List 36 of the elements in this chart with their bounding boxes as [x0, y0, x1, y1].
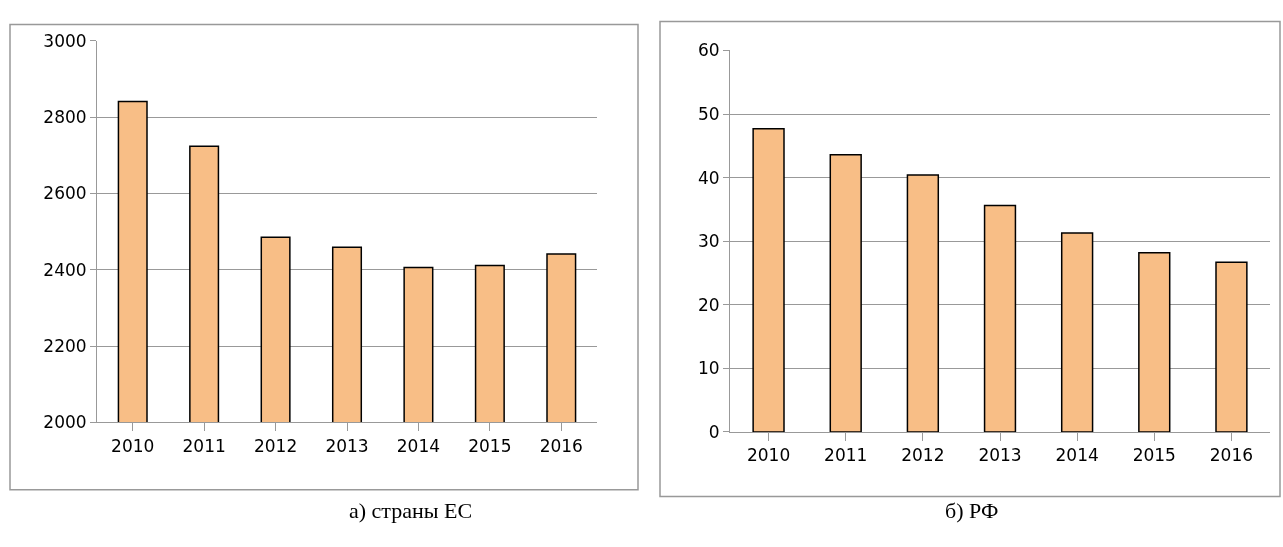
y-tick-label: 2400	[43, 259, 87, 280]
bar	[906, 174, 940, 432]
y-tick-label: 2600	[43, 183, 87, 204]
y-tick-label: 40	[697, 167, 720, 188]
x-tick-label: 2014	[1055, 445, 1099, 466]
y-tick-label: 30	[697, 231, 720, 252]
y-tick-label: 3000	[43, 30, 87, 51]
y-tick-label: 2800	[43, 107, 87, 128]
x-tick-label: 2012	[901, 445, 945, 466]
x-tick-label: 2015	[1132, 445, 1176, 466]
x-tick-label: 2016	[1209, 445, 1254, 466]
x-tick-label: 2014	[396, 435, 441, 456]
x-tick-label: 2011	[824, 445, 868, 466]
x-tick-label: 2013	[325, 435, 369, 456]
x-tick-label: 2011	[182, 435, 226, 456]
y-tick-label: 60	[697, 40, 720, 61]
text: б) РФ	[945, 498, 999, 523]
x-tick-label: 2010	[111, 435, 155, 456]
x-tick-label: 2016	[539, 435, 583, 456]
y-tick-label: 2000	[43, 412, 87, 433]
bar	[1060, 232, 1094, 432]
bar	[829, 153, 862, 432]
bar	[752, 127, 785, 432]
bar	[1138, 251, 1171, 432]
y-tick-label: 2200	[43, 336, 87, 356]
y-tick-label: 20	[697, 294, 720, 315]
y-tick-label: 0	[708, 421, 720, 442]
text: а) страны ЕС	[349, 498, 473, 523]
x-tick-label: 2010	[746, 445, 791, 466]
x-tick-label: 2015	[468, 435, 512, 456]
x-tick-label: 2012	[253, 435, 298, 456]
x-tick-label: 2013	[978, 445, 1022, 466]
y-tick-label: 10	[697, 358, 720, 379]
y-tick-label: 50	[697, 104, 720, 124]
bar	[1215, 261, 1248, 432]
bar	[983, 204, 1017, 432]
